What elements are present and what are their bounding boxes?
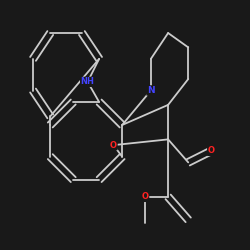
Text: O: O bbox=[110, 140, 117, 149]
Text: N: N bbox=[147, 86, 155, 95]
Text: O: O bbox=[208, 146, 215, 155]
Text: NH: NH bbox=[81, 78, 94, 86]
Text: O: O bbox=[142, 192, 148, 201]
